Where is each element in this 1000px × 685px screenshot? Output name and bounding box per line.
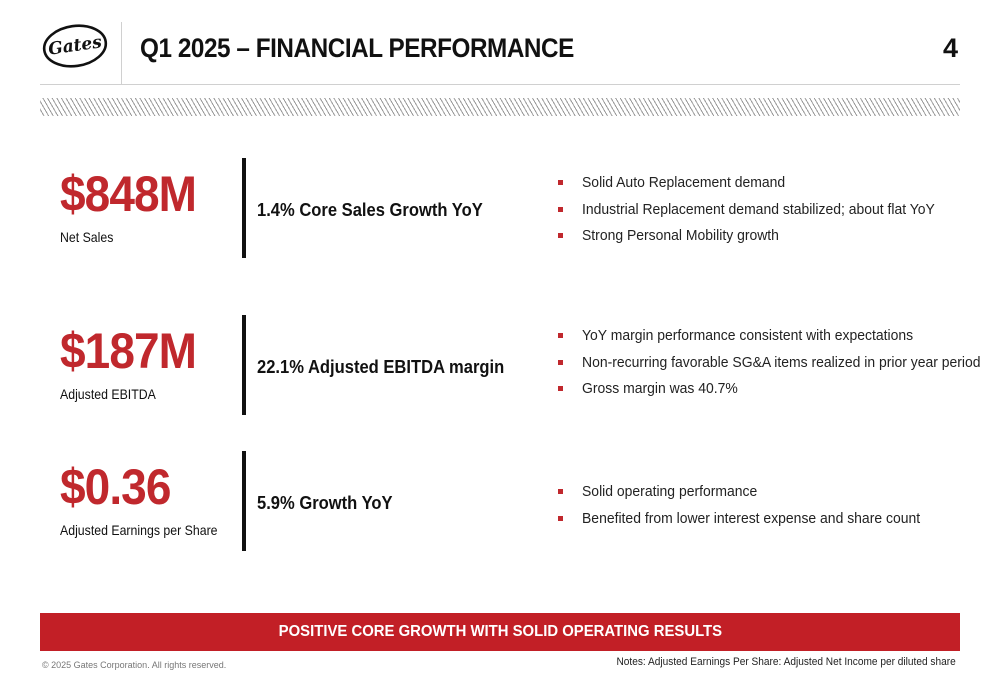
- bullet-item: Non-recurring favorable SG&A items reali…: [556, 350, 1000, 377]
- bullet-square-icon: [558, 386, 563, 391]
- metric-value: $187M: [60, 323, 197, 379]
- bullet-item: Gross margin was 40.7%: [556, 376, 1000, 403]
- bullet-square-icon: [558, 359, 563, 365]
- bullet-item: Industrial Replacement demand stabilized…: [556, 197, 961, 224]
- title-divider: [121, 22, 122, 84]
- metric-highlight: 22.1% Adjusted EBITDA margin: [257, 357, 505, 377]
- metric-divider-bar: [242, 315, 246, 415]
- metric-label: Adjusted Earnings per Share: [60, 522, 218, 538]
- bullet-square-icon: [558, 489, 563, 494]
- metric-row-adjusted-ebitda: $187M Adjusted EBITDA 22.1% Adjusted EBI…: [0, 315, 1000, 415]
- bullet-square-icon: [558, 233, 563, 238]
- metric-divider-bar: [242, 451, 246, 551]
- bullet-square-icon: [558, 206, 563, 212]
- bullet-item: Strong Personal Mobility growth: [556, 223, 961, 250]
- metric-row-adjusted-eps: $0.36 Adjusted Earnings per Share 5.9% G…: [0, 451, 1000, 551]
- page-title: Q1 2025 – FINANCIAL PERFORMANCE: [140, 33, 574, 63]
- metric-label: Net Sales: [60, 229, 114, 245]
- metric-divider-bar: [242, 158, 246, 258]
- hatch-divider: [40, 98, 960, 116]
- gates-logo: Gates: [40, 22, 110, 70]
- bullet-list-adjusted-ebitda: YoY margin performance consistent with e…: [556, 323, 1000, 403]
- page-number: 4: [942, 33, 958, 63]
- summary-banner: POSITIVE CORE GROWTH WITH SOLID OPERATIN…: [40, 613, 960, 651]
- metric-row-net-sales: $848M Net Sales 1.4% Core Sales Growth Y…: [0, 158, 1000, 258]
- summary-banner-text: POSITIVE CORE GROWTH WITH SOLID OPERATIN…: [278, 623, 722, 640]
- bullet-list-net-sales: Solid Auto Replacement demand Industrial…: [556, 170, 961, 250]
- metric-highlight: 5.9% Growth YoY: [257, 493, 393, 513]
- gates-logo-mark: Gates: [42, 24, 108, 68]
- bullet-list-adjusted-eps: Solid operating performance Benefited fr…: [556, 479, 946, 532]
- bullet-item: Solid Auto Replacement demand: [556, 170, 961, 197]
- bullet-square-icon: [558, 515, 563, 521]
- copyright-text: © 2025 Gates Corporation. All rights res…: [42, 660, 227, 670]
- footnote-text: Notes: Adjusted Earnings Per Share: Adju…: [616, 656, 956, 668]
- bullet-item: Solid operating performance: [556, 479, 946, 506]
- bullet-item: YoY margin performance consistent with e…: [556, 323, 1000, 350]
- logo-wordmark: Gates: [47, 32, 103, 59]
- metric-value: $0.36: [60, 459, 171, 515]
- metric-label: Adjusted EBITDA: [60, 386, 156, 402]
- bullet-square-icon: [558, 333, 563, 338]
- bullet-square-icon: [558, 180, 563, 185]
- metric-value: $848M: [60, 166, 197, 222]
- metric-highlight: 1.4% Core Sales Growth YoY: [257, 200, 483, 220]
- header-rule: [40, 84, 960, 85]
- bullet-item: Benefited from lower interest expense an…: [556, 506, 946, 533]
